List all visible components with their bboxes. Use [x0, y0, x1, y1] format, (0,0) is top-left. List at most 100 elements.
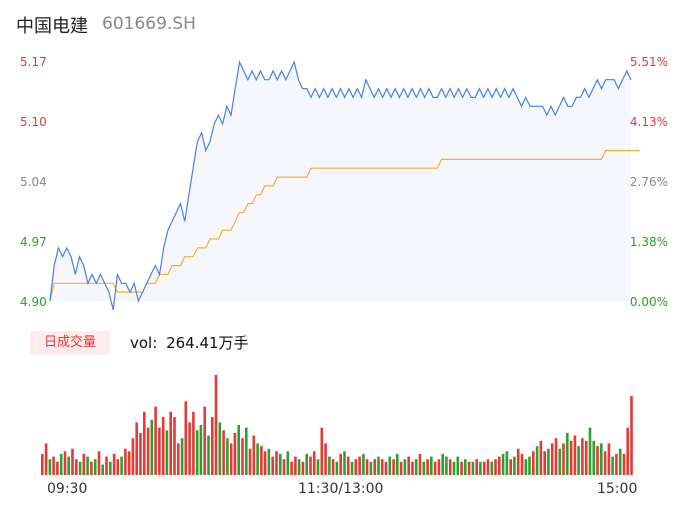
x-tick-close: 15:00 [597, 481, 638, 497]
volume-bar [331, 459, 335, 475]
volume-bar [354, 459, 358, 475]
volume-bar [279, 453, 282, 475]
volume-bar [418, 453, 422, 475]
volume-bar [120, 456, 123, 475]
stock-name: 中国电建 [16, 16, 88, 37]
volume-bar [52, 456, 55, 475]
volume-bar [309, 456, 312, 475]
volume-bar [169, 411, 172, 475]
volume-bar [229, 443, 233, 475]
volume-bar [464, 459, 467, 475]
volume-bar [282, 459, 286, 475]
volume-bar [399, 461, 403, 475]
volume-bar [573, 435, 577, 475]
volume-bar [494, 459, 497, 475]
volume-bar [320, 427, 324, 475]
volume-bar [335, 461, 339, 475]
volume-bar [267, 448, 271, 475]
volume-bar [581, 438, 584, 475]
price-area-fill [50, 62, 631, 310]
volume-bar [603, 451, 607, 475]
volume-bar [437, 459, 441, 475]
volume-bar [562, 443, 565, 475]
volume-bar [524, 459, 528, 475]
volume-tab[interactable]: 日成交量 [30, 331, 110, 355]
volume-bar [199, 425, 203, 475]
volume-bar [498, 456, 501, 475]
volume-bar [297, 459, 301, 475]
volume-bar [558, 448, 562, 475]
volume-bar [388, 456, 392, 475]
volume-bar [263, 451, 267, 475]
volume-bar [441, 453, 444, 475]
volume-bar [407, 456, 410, 475]
x-tick-open: 09:30 [47, 481, 88, 497]
volume-bar [615, 453, 618, 475]
volume-bar [48, 459, 52, 475]
volume-bar [203, 406, 206, 475]
volume-bar [479, 461, 482, 475]
volume-bar [241, 438, 244, 475]
volume-bar [86, 456, 89, 475]
volume-bar [403, 459, 407, 475]
volume-bar [109, 461, 112, 475]
volume-bar [452, 461, 456, 475]
volume-bar [343, 451, 346, 475]
volume-bar [626, 427, 629, 475]
volume-bar [365, 459, 369, 475]
volume-bar [173, 417, 176, 475]
volume-bar [222, 430, 225, 475]
volume-bar [430, 456, 433, 475]
volume-bar [271, 456, 274, 475]
y-tick-left: 4.90 [20, 295, 47, 309]
volume-bar [373, 459, 376, 475]
volume-bar [550, 443, 554, 475]
volume-bar [528, 456, 531, 475]
volume-bar [226, 438, 229, 475]
volume-bar [543, 451, 546, 475]
volume-bar [324, 443, 327, 475]
y-tick-right: 0.00% [630, 295, 668, 309]
volume-bar [143, 411, 146, 475]
volume-bar [135, 422, 138, 475]
volume-bar [490, 461, 494, 475]
volume-bar [218, 422, 222, 475]
volume-bar [350, 461, 354, 475]
volume-bar [105, 456, 108, 475]
volume-bar [146, 427, 150, 475]
volume-bar [93, 459, 97, 475]
volume-bar [600, 443, 603, 475]
volume-bar [369, 461, 373, 475]
volume-bar [362, 453, 365, 475]
volume-bar [414, 459, 418, 475]
volume-bar [611, 456, 614, 475]
y-tick-right: 4.13% [630, 115, 668, 129]
volume-bar [566, 432, 569, 475]
volume-bar [67, 456, 70, 475]
volume-bar [456, 456, 460, 475]
volume-bar [301, 461, 305, 475]
volume-bar [165, 430, 169, 475]
volume-bar [127, 451, 131, 475]
volume-bar [59, 453, 63, 475]
volume-bar [112, 453, 116, 475]
volume-bar [101, 464, 104, 475]
volume-bar [411, 461, 414, 475]
volume-bar [252, 435, 256, 475]
volume-bar [377, 456, 380, 475]
volume-bar [516, 448, 520, 475]
volume-bar [596, 446, 599, 475]
volume-bar [328, 456, 331, 475]
volume-bar [248, 448, 252, 475]
volume-bar [71, 448, 74, 475]
volume-bar [384, 461, 388, 475]
volume-bar [124, 448, 127, 475]
volume-bar [535, 446, 539, 475]
volume-bar [467, 461, 471, 475]
volume-bar [275, 451, 278, 475]
volume-bar [260, 446, 263, 475]
volume-bar [78, 461, 82, 475]
volume-bar [554, 438, 558, 475]
volume-bar [180, 438, 184, 475]
